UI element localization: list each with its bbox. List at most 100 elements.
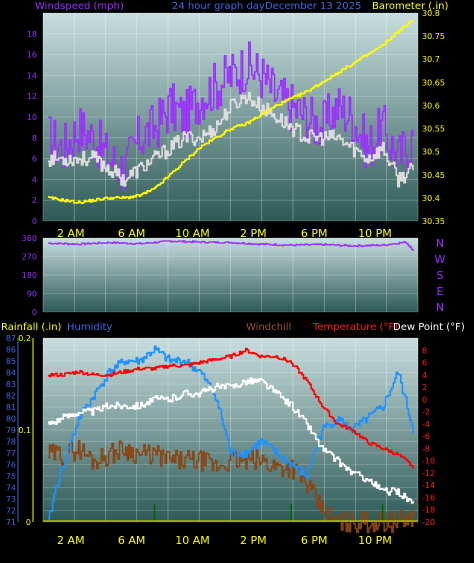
temperature-tick-label: -12 bbox=[422, 469, 435, 478]
direction-tick-label: 270 bbox=[22, 253, 37, 262]
windchill-line bbox=[48, 377, 414, 504]
windspeed-tick-label: 10 bbox=[27, 113, 37, 122]
temperature-tick-label: -18 bbox=[422, 506, 435, 515]
windchill-legend: Windchill bbox=[246, 322, 291, 333]
wind-panel-ticks: 0 2 4 6 8 10 12 14 16 18 30.35 30.4 30.45 30.5 30.55 30… bbox=[27, 9, 445, 240]
graph-title: 24 hour graph day bbox=[172, 1, 265, 12]
compass-label: E bbox=[437, 285, 444, 298]
windspeed-axis-label: Windspeed (mph) bbox=[35, 1, 124, 12]
barometer-tick-label: 30.75 bbox=[422, 32, 445, 41]
windspeed-tick-label: 0 bbox=[32, 217, 37, 226]
x-tick-label: 6 PM bbox=[301, 534, 328, 547]
x-tick-label: 2 AM bbox=[57, 227, 85, 240]
barometer-tick-label: 30.6 bbox=[422, 101, 440, 110]
humidity-tick-label: 72 bbox=[6, 507, 16, 516]
windspeed-tick-label: 12 bbox=[27, 92, 37, 101]
humidity-tick-label: 75 bbox=[6, 472, 16, 481]
direction-tick-label: 360 bbox=[22, 234, 37, 243]
windspeed-tick-label: 2 bbox=[32, 196, 37, 205]
humidity-tick-label: 87 bbox=[6, 334, 16, 343]
compass-label: N bbox=[436, 301, 444, 314]
humidity-tick-label: 77 bbox=[6, 449, 16, 458]
humidity-legend: Humidity bbox=[67, 322, 112, 333]
direction-panel-grid bbox=[42, 237, 419, 313]
temperature-tick-label: -4 bbox=[422, 420, 430, 429]
temperature-tick-label: 0 bbox=[422, 395, 427, 404]
humidity-tick-label: 81 bbox=[6, 403, 16, 412]
humidity-tick-label: 71 bbox=[6, 518, 16, 527]
temperature-tick-label: 2 bbox=[422, 383, 427, 392]
barometer-axis-label: Barometer (.in) bbox=[372, 1, 448, 12]
temperature-tick-label: -16 bbox=[422, 493, 435, 502]
windspeed-tick-label: 8 bbox=[32, 134, 37, 143]
humidity-tick-label: 76 bbox=[6, 461, 16, 470]
wind-panel-background bbox=[43, 13, 418, 221]
barometer-tick-label: 30.45 bbox=[422, 171, 445, 180]
x-tick-label: 10 PM bbox=[358, 227, 392, 240]
direction-panel-background bbox=[43, 238, 418, 312]
temperature-tick-label: -8 bbox=[422, 444, 430, 453]
temperature-tick-label: -10 bbox=[422, 457, 435, 466]
temperature-tick-label: 6 bbox=[422, 359, 427, 368]
windspeed-tick-label: 6 bbox=[32, 155, 37, 164]
humidity-tick-label: 73 bbox=[6, 495, 16, 504]
compass-label: W bbox=[435, 253, 446, 266]
temperature-legend: Temperature (°F) bbox=[312, 322, 398, 333]
humidity-tick-label: 80 bbox=[6, 415, 16, 424]
x-tick-label: 2 PM bbox=[240, 227, 267, 240]
x-tick-label: 6 PM bbox=[301, 227, 328, 240]
barometer-tick-label: 30.8 bbox=[422, 9, 440, 18]
windspeed-tick-label: 4 bbox=[32, 175, 37, 184]
humidity-tick-label: 86 bbox=[6, 346, 16, 355]
temperature-tick-label: 4 bbox=[422, 371, 427, 380]
compass-label: N bbox=[436, 237, 444, 250]
humidity-tick-label: 79 bbox=[6, 426, 16, 435]
climate-panel-grid bbox=[42, 337, 419, 523]
humidity-tick-label: 82 bbox=[6, 392, 16, 401]
x-tick-label: 6 AM bbox=[118, 534, 146, 547]
windspeed-tick-label: 16 bbox=[27, 51, 37, 60]
barometer-tick-label: 30.55 bbox=[422, 125, 445, 134]
humidity-tick-label: 85 bbox=[6, 357, 16, 366]
rain-tick-label: 0 bbox=[26, 518, 31, 527]
x-tick-label: 2 PM bbox=[240, 534, 267, 547]
direction-tick-label: 90 bbox=[27, 290, 37, 299]
humidity-tick-label: 84 bbox=[6, 369, 16, 378]
direction-tick-label: 180 bbox=[22, 271, 37, 280]
compass-label: S bbox=[437, 269, 444, 282]
temperature-tick-label: 8 bbox=[422, 346, 427, 355]
wind-average-line bbox=[48, 91, 414, 188]
humidity-tick-label: 74 bbox=[6, 484, 16, 493]
wind-direction-line bbox=[48, 240, 414, 251]
barometer-tick-label: 30.4 bbox=[422, 194, 440, 203]
dewpoint-legend: Dew Point (°F) bbox=[393, 322, 465, 333]
temperature-tick-label: -14 bbox=[422, 481, 435, 490]
barometer-tick-label: 30.35 bbox=[422, 217, 445, 226]
x-tick-label: 10 AM bbox=[175, 534, 210, 547]
rain-tick-label: 0.1 bbox=[18, 426, 31, 435]
barometer-tick-label: 30.7 bbox=[422, 55, 440, 64]
x-tick-label: 2 AM bbox=[57, 534, 85, 547]
climate-panel-ticks: 717273747576777879808182838485868700.10.… bbox=[6, 334, 435, 547]
rainfall-legend: Rainfall (.in) bbox=[1, 322, 62, 333]
wind-panel-series bbox=[48, 19, 414, 205]
climate-panel-series bbox=[43, 345, 418, 534]
temperature-tick-label: -6 bbox=[422, 432, 430, 441]
x-tick-label: 10 PM bbox=[358, 534, 392, 547]
windspeed-tick-label: 14 bbox=[27, 71, 37, 80]
temperature-tick-label: -2 bbox=[422, 408, 430, 417]
barometer-tick-label: 30.5 bbox=[422, 148, 440, 157]
graph-date: December 13 2025 bbox=[265, 1, 361, 12]
direction-panel-series bbox=[48, 240, 414, 251]
x-tick-label: 10 AM bbox=[175, 227, 210, 240]
windspeed-tick-label: 18 bbox=[27, 30, 37, 39]
barometer-line bbox=[48, 19, 414, 205]
climate-panel-background bbox=[43, 338, 418, 522]
temperature-line bbox=[48, 347, 414, 469]
rain-tick-label: 0.2 bbox=[18, 334, 31, 343]
humidity-tick-label: 83 bbox=[6, 380, 16, 389]
direction-tick-label: 0 bbox=[32, 308, 37, 317]
temperature-tick-label: -20 bbox=[422, 518, 435, 527]
